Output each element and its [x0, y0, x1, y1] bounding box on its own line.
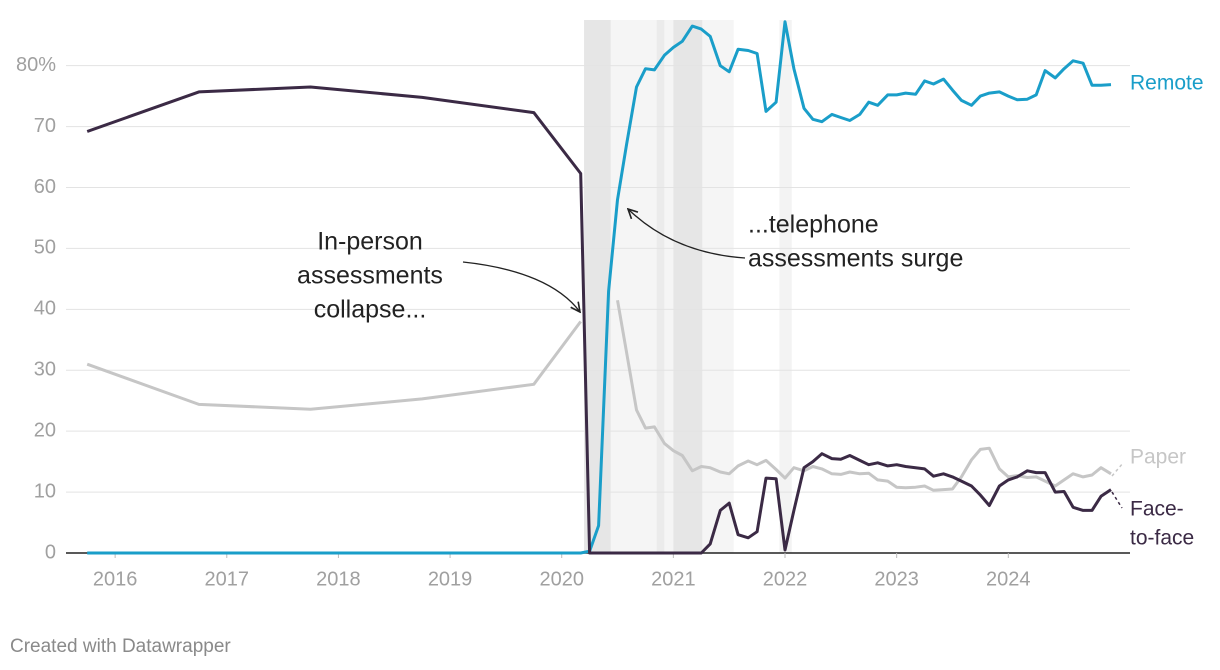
shaded-period: [779, 20, 792, 553]
label-connector: [1111, 462, 1124, 477]
y-tick-label: 50: [34, 237, 56, 259]
shaded-period: [664, 20, 674, 553]
annotation-arrow: [628, 209, 746, 259]
y-tick-label: 30: [34, 359, 56, 381]
x-tick-label: 2022: [763, 568, 808, 590]
y-tick-label: 60: [34, 176, 56, 198]
x-tick-label: 2020: [539, 568, 584, 590]
shaded-period: [656, 20, 665, 553]
footer: Created with Datawrapper: [10, 636, 231, 657]
shaded-period: [702, 20, 734, 553]
grid: 0 10 20 30 40 50 60 70 80% 2016 2017 2018 2019 2020 20…: [16, 54, 1130, 590]
x-tick-label: 2021: [651, 568, 696, 590]
y-tick-label: 20: [34, 419, 56, 441]
annotation: assessments: [297, 262, 443, 290]
shaded-periods: [584, 20, 792, 553]
labels: Paper Remote Face-to-face In-person assessme…: [297, 72, 1203, 550]
x-tick-label: 2017: [205, 568, 250, 590]
series-line: [87, 20, 1112, 555]
y-tick-label: 70: [34, 115, 56, 137]
lines: [86, 20, 1112, 555]
y-tick-label: 10: [34, 480, 56, 502]
x-tick-label: 2023: [874, 568, 919, 590]
x-tick-label: 2016: [93, 568, 138, 590]
series-line: [86, 320, 582, 411]
annotation-arrow: [462, 261, 580, 312]
series-line: [86, 85, 1112, 555]
y-tick-label: 0: [45, 541, 56, 563]
series-label: Paper: [1130, 446, 1186, 469]
x-tick-label: 2024: [986, 568, 1031, 590]
annotation: assessments surge: [748, 245, 963, 273]
y-tick-label: 80%: [16, 54, 56, 76]
annotation: collapse...: [314, 296, 427, 324]
x-tick-label: 2019: [428, 568, 473, 590]
annotation: ...telephone: [748, 211, 879, 239]
series-label: Face-: [1130, 498, 1184, 521]
x-tick-label: 2018: [316, 568, 361, 590]
annotation: In-person: [317, 228, 423, 256]
series-label: Remote: [1130, 72, 1204, 95]
series-label: to-face: [1130, 527, 1194, 550]
y-tick-label: 40: [34, 298, 56, 320]
series-line: [616, 299, 1112, 492]
label-connector: [1111, 491, 1123, 509]
shaded-period: [673, 20, 703, 553]
